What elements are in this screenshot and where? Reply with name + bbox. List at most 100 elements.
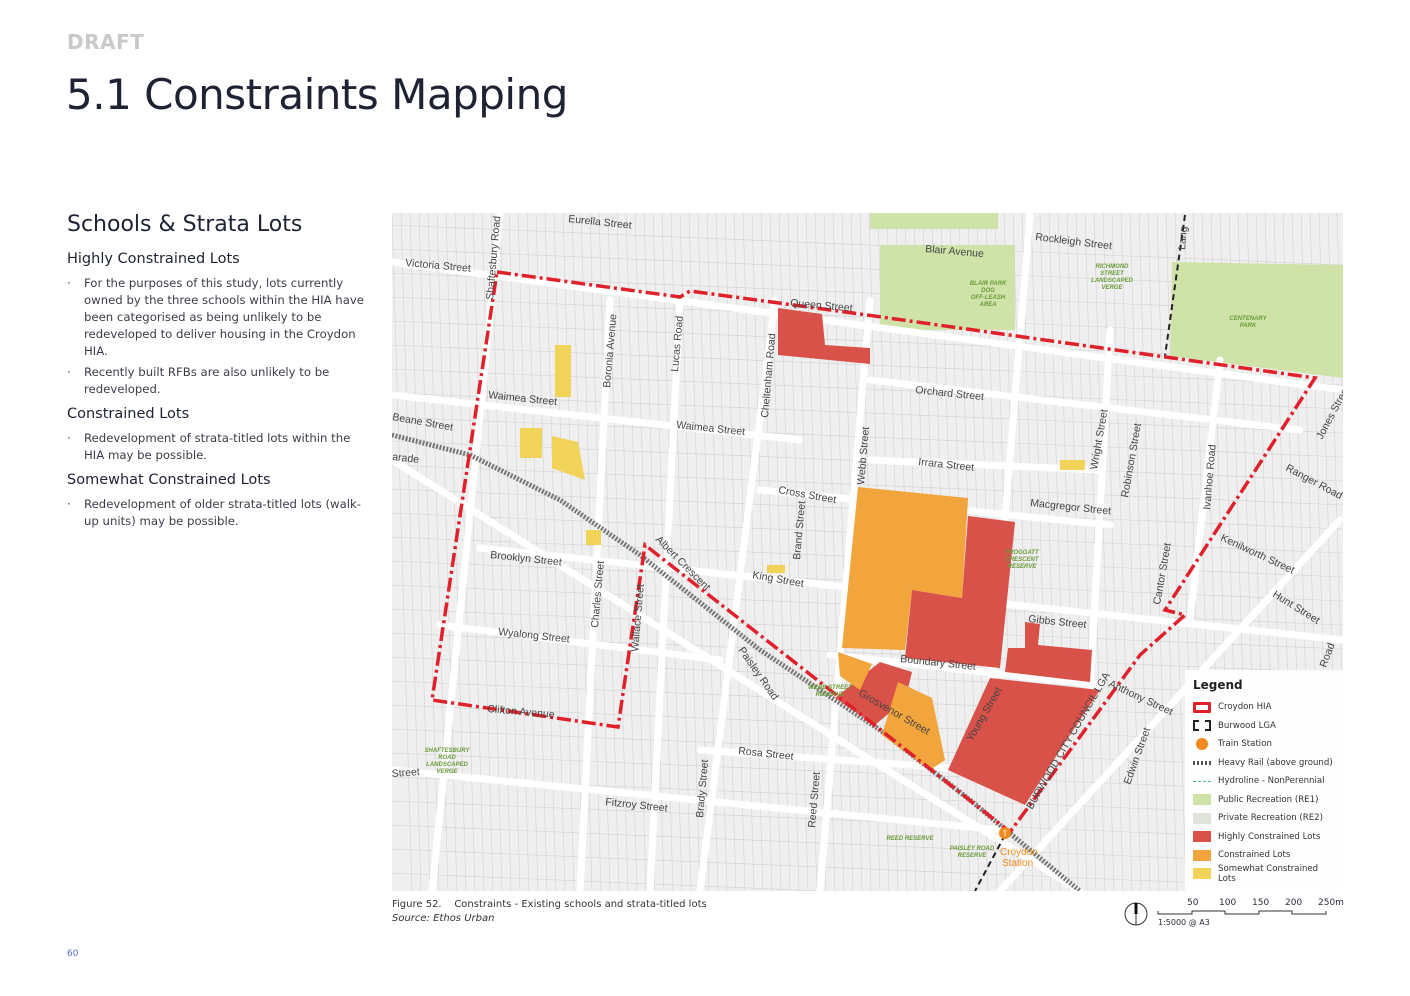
rail-line-icon (1193, 760, 1211, 765)
somewhat-constrained-lot (1060, 460, 1085, 470)
street-label: Shaftesbury Road (484, 215, 503, 300)
street-label: Road (1318, 641, 1338, 669)
legend-label: Croydon HIA (1218, 702, 1272, 713)
constraints-map: Eurella Street Victoria Street Shaftesbury… (392, 213, 1343, 891)
page-number: 60 (67, 949, 79, 959)
lot-line (392, 464, 1343, 506)
street-label: Ranger Road (1284, 462, 1343, 502)
lot-line (392, 848, 1343, 890)
somewhat-constrained-lot (555, 345, 571, 397)
legend-item: Train Station (1193, 735, 1335, 754)
section-title: Highly Constrained Lots (67, 251, 240, 267)
road (436, 621, 724, 664)
legend-item: Constrained Lots (1193, 846, 1335, 865)
highly-constrained-lot (778, 308, 870, 364)
legend-label: Constrained Lots (1218, 850, 1291, 861)
constrained-lot (882, 682, 945, 770)
reserve-label: FROGGATT (1005, 550, 1040, 556)
street-label: Wallace Street (629, 584, 647, 653)
draft-watermark: DRAFT (67, 30, 145, 54)
legend-label: Burwood LGA (1218, 720, 1276, 731)
somewhat-constrained-lot (520, 428, 542, 458)
bullet: Redevelopment of older strata-titled lot… (67, 496, 367, 530)
reserve-label: OFF-LEASH (971, 295, 1006, 301)
reserve-label: SHAFTESBURY (425, 748, 471, 754)
lot-line (392, 752, 1343, 794)
burwood-lga-boundary (1164, 214, 1186, 357)
hydroline-icon (1193, 780, 1211, 782)
reserve-label: WEBB STREET (808, 685, 853, 691)
lot-line (598, 213, 620, 891)
street-label: Brady Street (694, 759, 711, 818)
lot-line (688, 213, 710, 891)
legend-label: Public Recreation (RE1) (1218, 794, 1319, 805)
somewhat-constrained-lot (767, 565, 785, 573)
legend-item: Highly Constrained Lots (1193, 828, 1335, 847)
somewhat-constrained-lot (552, 436, 585, 480)
legend-title: Legend (1193, 678, 1243, 692)
highly-constrained-lot (1005, 622, 1092, 682)
street-label: Robinson Street (1119, 422, 1144, 498)
lot-line (400, 213, 422, 891)
constrained-swatch-icon (1193, 849, 1211, 861)
street-label: Waimea Street (676, 419, 746, 438)
lot-line (1138, 213, 1160, 891)
reserve-label: LANDSCAPED (1091, 278, 1133, 284)
street-label: Queen Street (790, 297, 853, 314)
lot-line (760, 213, 782, 891)
street-label: Irrara Street (918, 456, 975, 474)
reserve-label: CENTENARY (1229, 316, 1267, 322)
scale-tick: 100 (1219, 898, 1237, 908)
north-arrow-icon (1124, 902, 1148, 926)
figure-caption: Figure 52. Constraints - Existing school… (392, 898, 707, 926)
lot-line (553, 213, 575, 891)
lot-line (616, 213, 638, 891)
lot-line (580, 213, 602, 891)
station-label: Station (1002, 858, 1033, 869)
caption-source: Source: Ethos Urban (392, 913, 495, 924)
lot-line (832, 213, 854, 891)
page-title: 5.1 Constraints Mapping (66, 70, 568, 119)
constrained-lot (842, 487, 968, 650)
sidebar: Schools & Strata Lots Highly Constrained… (67, 212, 367, 534)
richmond-verge (870, 213, 998, 229)
lot-line (392, 704, 1343, 746)
reserve-label: STREET (1100, 271, 1125, 277)
legend-item: Somewhat Constrained Lots (1193, 864, 1335, 884)
lot-line (392, 368, 1343, 410)
lot-line (1066, 213, 1088, 891)
legend-label: Train Station (1218, 739, 1272, 750)
legend-label: Heavy Rail (above ground) (1218, 757, 1333, 768)
street-label: Lang (1176, 226, 1190, 250)
croydon-hia-boundary (430, 270, 1318, 835)
public-rec-swatch-icon (1193, 794, 1211, 806)
lot-line (1093, 213, 1115, 891)
street-label: Eurella Street (568, 213, 633, 232)
scale-tick: 250m (1318, 898, 1344, 908)
reserve-label: BLAIR PARK (970, 281, 1007, 287)
lot-line (392, 728, 1343, 770)
reserve-label: ROAD (438, 755, 456, 761)
blair-park (880, 245, 1015, 330)
constrained-lot (838, 652, 872, 690)
lot-line (706, 213, 728, 891)
lots (520, 308, 1100, 805)
highly-swatch-icon (1193, 831, 1211, 843)
street-label: Charles Street (589, 560, 607, 628)
street-label: Orchard Street (915, 384, 985, 403)
street-label: Brand Street (791, 500, 808, 560)
lot-line (724, 213, 746, 891)
lot-line (715, 213, 737, 891)
scale-tick: 150 (1252, 898, 1270, 908)
road (392, 456, 1084, 891)
road (866, 376, 1304, 434)
lot-line (1129, 213, 1151, 891)
lot-line (392, 872, 828, 891)
bullet: Recently built RFBs are also unlikely to… (67, 364, 367, 398)
somewhat-constrained-lot (586, 530, 601, 545)
street-label: Reed Street (806, 771, 823, 828)
private-rec-swatch-icon (1193, 812, 1211, 824)
legend-item: Croydon HIA (1193, 698, 1335, 717)
heavy-rail (392, 432, 1082, 891)
lot-line (751, 213, 773, 891)
